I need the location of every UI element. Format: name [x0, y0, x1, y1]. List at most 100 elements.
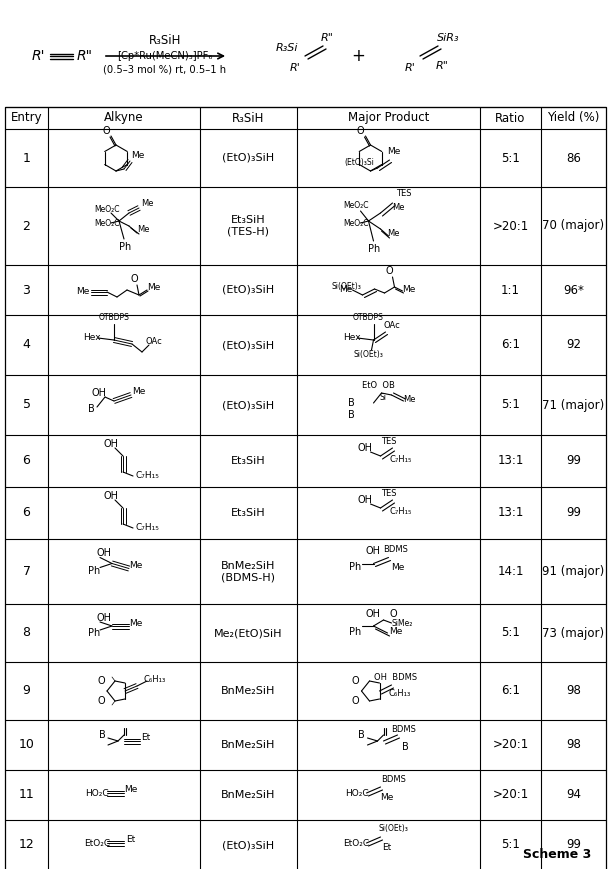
Text: HO₂C: HO₂C	[85, 788, 109, 798]
Text: R₃SiH: R₃SiH	[232, 111, 265, 124]
Text: Ph: Ph	[368, 244, 381, 254]
Text: (EtO)₃SiH: (EtO)₃SiH	[222, 340, 275, 350]
Text: Ph: Ph	[119, 242, 131, 252]
Text: Alkyne: Alkyne	[104, 111, 144, 124]
Text: B: B	[402, 742, 409, 752]
Text: O: O	[390, 609, 397, 619]
Text: MeO₂C: MeO₂C	[343, 218, 369, 228]
Text: Et: Et	[382, 843, 391, 852]
Text: Ph: Ph	[88, 628, 100, 638]
Text: 86: 86	[566, 151, 581, 164]
Text: 1:1: 1:1	[501, 283, 520, 296]
Text: 6:1: 6:1	[501, 685, 520, 698]
Text: Et₃SiH: Et₃SiH	[231, 456, 266, 466]
Text: 12: 12	[19, 839, 34, 852]
Text: C₆H₁₃: C₆H₁₃	[144, 674, 166, 684]
Text: OTBDPS: OTBDPS	[99, 314, 130, 322]
Text: Me: Me	[129, 561, 143, 570]
Text: 71 (major): 71 (major)	[543, 399, 605, 412]
Text: 5:1: 5:1	[501, 399, 520, 412]
Text: O: O	[351, 696, 359, 706]
Text: MeO₂C: MeO₂C	[343, 202, 369, 210]
Text: Me: Me	[339, 286, 352, 295]
Text: 4: 4	[23, 339, 30, 351]
Text: Me₂(EtO)SiH: Me₂(EtO)SiH	[214, 628, 283, 638]
Text: 5:1: 5:1	[501, 627, 520, 640]
Text: 6:1: 6:1	[501, 339, 520, 351]
Text: Me: Me	[391, 563, 404, 572]
Text: Hex: Hex	[83, 334, 101, 342]
Text: SiR₃: SiR₃	[437, 33, 459, 43]
Text: Et: Et	[127, 835, 136, 845]
Text: 99: 99	[566, 454, 581, 468]
Text: 1: 1	[23, 151, 30, 164]
Text: Me: Me	[403, 395, 416, 403]
Text: OH: OH	[104, 491, 119, 501]
Text: Ph: Ph	[350, 627, 362, 637]
Text: 14:1: 14:1	[498, 565, 524, 578]
Text: 91 (major): 91 (major)	[543, 565, 605, 578]
Text: Me: Me	[387, 229, 400, 237]
Text: BnMe₂SiH: BnMe₂SiH	[221, 686, 276, 696]
Text: 70 (major): 70 (major)	[543, 220, 605, 233]
Text: B: B	[99, 730, 105, 740]
Text: (0.5–3 mol %) rt, 0.5–1 h: (0.5–3 mol %) rt, 0.5–1 h	[104, 65, 227, 75]
Text: OH: OH	[366, 547, 381, 556]
Text: O: O	[97, 676, 105, 686]
Text: O: O	[130, 274, 138, 284]
Text: R": R"	[77, 49, 93, 63]
Text: OH  BDMS: OH BDMS	[374, 673, 417, 681]
Text: OH: OH	[357, 443, 372, 453]
Text: Me: Me	[137, 224, 149, 234]
Text: R": R"	[320, 33, 334, 43]
Text: O: O	[385, 266, 393, 276]
Text: 10: 10	[18, 739, 35, 752]
Text: 99: 99	[566, 507, 581, 520]
Text: Hex: Hex	[343, 334, 361, 342]
Text: Me: Me	[141, 200, 153, 209]
Text: 6: 6	[23, 454, 30, 468]
Text: R₃Si: R₃Si	[276, 43, 298, 53]
Text: 98: 98	[566, 739, 581, 752]
Text: TES: TES	[381, 489, 396, 499]
Text: B: B	[348, 410, 355, 420]
Text: 5: 5	[23, 399, 30, 412]
Text: C₇H₁₅: C₇H₁₅	[135, 523, 159, 533]
Text: C₇H₁₅: C₇H₁₅	[389, 507, 412, 516]
Text: (EtO)₃SiH: (EtO)₃SiH	[222, 840, 275, 850]
Text: BDMS: BDMS	[391, 725, 416, 733]
Text: BDMS: BDMS	[381, 774, 406, 784]
Text: Yield (%): Yield (%)	[547, 111, 600, 124]
Text: OAc: OAc	[146, 337, 163, 347]
Text: Si(OEt)₃: Si(OEt)₃	[379, 825, 409, 833]
Text: >20:1: >20:1	[492, 220, 529, 233]
Text: 94: 94	[566, 788, 581, 801]
Text: (EtO)₃Si: (EtO)₃Si	[345, 158, 375, 168]
Text: OH: OH	[104, 439, 119, 449]
Text: 5:1: 5:1	[501, 839, 520, 852]
Text: B: B	[348, 398, 355, 408]
Text: Ph: Ph	[88, 567, 100, 576]
Text: Entry: Entry	[11, 111, 42, 124]
Text: O: O	[97, 696, 105, 706]
Text: Et: Et	[141, 733, 150, 742]
Text: R': R'	[404, 63, 415, 73]
Text: 98: 98	[566, 685, 581, 698]
Text: BnMe₂SiH: BnMe₂SiH	[221, 790, 276, 800]
Text: Et₃SiH
(TES-H): Et₃SiH (TES-H)	[228, 216, 270, 236]
Text: TES: TES	[396, 189, 411, 197]
Text: Me: Me	[129, 619, 143, 627]
Text: 92: 92	[566, 339, 581, 351]
Text: O: O	[102, 126, 110, 136]
Text: 7: 7	[23, 565, 30, 578]
Text: Ratio: Ratio	[495, 111, 526, 124]
Text: (EtO)₃SiH: (EtO)₃SiH	[222, 153, 275, 163]
Text: 5:1: 5:1	[501, 151, 520, 164]
Text: EtO  OB: EtO OB	[362, 381, 395, 389]
Text: Si(OEt)₃: Si(OEt)₃	[331, 282, 361, 291]
Text: R': R'	[31, 49, 44, 63]
Text: EtO₂C: EtO₂C	[343, 839, 370, 847]
Text: OH: OH	[96, 613, 111, 623]
Text: 8: 8	[23, 627, 30, 640]
Text: SiMe₂: SiMe₂	[392, 619, 413, 627]
